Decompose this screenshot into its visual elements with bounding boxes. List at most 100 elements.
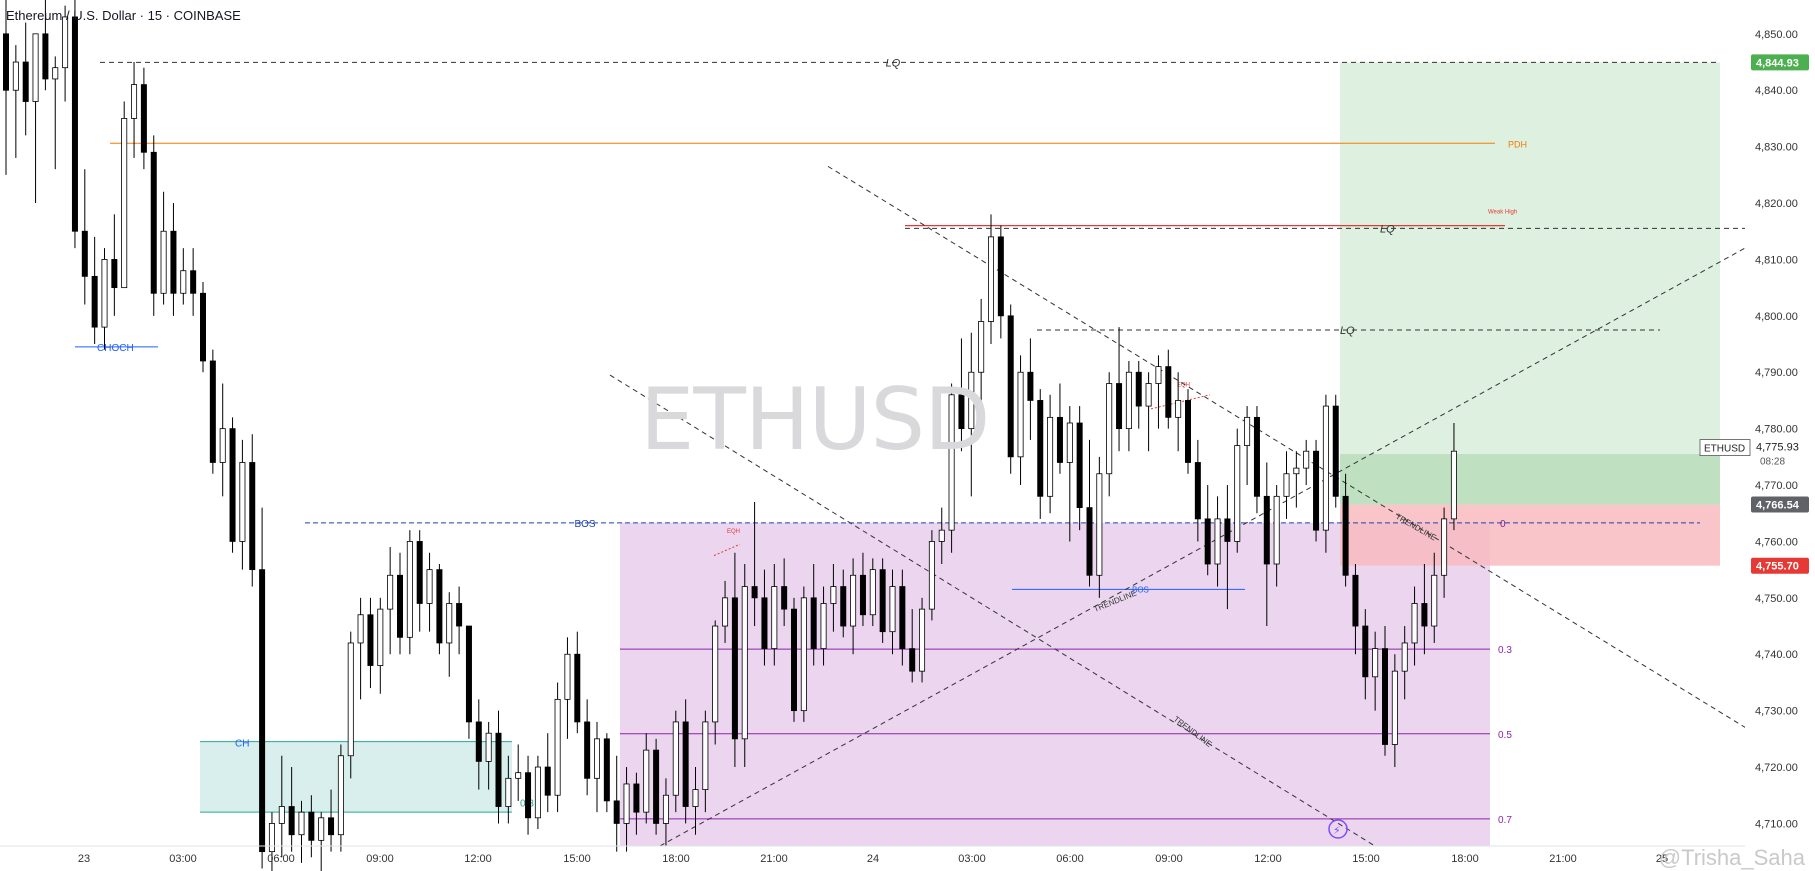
candle-body xyxy=(771,586,778,649)
take-profit-zone xyxy=(1340,62,1720,505)
time-tick-label: 06:00 xyxy=(1056,853,1084,865)
price-tag-label: 4,766.54 xyxy=(1756,500,1800,512)
candle xyxy=(1372,631,1379,711)
candle xyxy=(249,434,256,587)
candle-body xyxy=(603,738,610,802)
price-axis[interactable]: 4,710.00 4,720.00 4,730.00 4,740.00 4,750.00… xyxy=(1699,0,1815,871)
candle xyxy=(810,564,817,666)
candle-body xyxy=(1125,371,1132,430)
candle-body xyxy=(1165,366,1172,418)
candle xyxy=(564,637,571,739)
candle xyxy=(781,558,788,627)
candle-body xyxy=(791,608,798,712)
candle-body xyxy=(298,811,305,836)
candle-body xyxy=(1313,450,1320,531)
candle-body xyxy=(928,541,935,610)
candle-body xyxy=(328,817,335,836)
candle xyxy=(3,0,9,175)
candle-body xyxy=(702,721,709,790)
candle xyxy=(692,767,699,835)
candle xyxy=(1362,609,1369,700)
candle xyxy=(1303,439,1310,486)
candle-body xyxy=(140,84,147,153)
candle-body xyxy=(239,462,246,542)
candle xyxy=(544,733,551,813)
time-tick-label: 09:00 xyxy=(366,853,394,865)
time-axis[interactable]: 23 03:00 06:00 09:00 12:00 15:00 18:00 21:00 24 0… xyxy=(0,845,1745,865)
candle xyxy=(1027,338,1034,440)
candle xyxy=(613,755,620,852)
candle-body xyxy=(731,597,738,740)
candle xyxy=(1175,372,1182,452)
candle xyxy=(919,597,926,683)
candle-body xyxy=(62,16,69,69)
candle-body xyxy=(643,749,650,813)
candle xyxy=(485,721,492,790)
candle-body xyxy=(722,597,729,627)
candle-body xyxy=(1322,405,1329,531)
candle-body xyxy=(219,428,226,463)
candle-body xyxy=(594,738,601,779)
candle-body xyxy=(121,118,128,289)
pdh-label: PDH xyxy=(1508,139,1527,149)
time-tick-label: 18:00 xyxy=(662,853,690,865)
candle xyxy=(1135,360,1142,429)
trendline-descending-2 xyxy=(609,374,1376,847)
candle-body xyxy=(1421,603,1428,627)
author-credit: @Trisha_Saha xyxy=(1658,845,1805,870)
trendline-descending-1 xyxy=(827,165,1751,731)
candle xyxy=(1214,496,1221,587)
candle-body xyxy=(436,569,443,644)
fib-label-3: 0.7 xyxy=(1498,815,1512,826)
candle xyxy=(436,564,443,655)
candle xyxy=(1007,304,1014,474)
candle xyxy=(1204,485,1211,576)
candle xyxy=(948,383,955,553)
candle xyxy=(1382,626,1389,756)
zones-layer xyxy=(200,62,1720,846)
candle-body xyxy=(682,721,689,807)
price-tick-label: 4,720.00 xyxy=(1755,762,1798,774)
candle xyxy=(623,767,630,852)
candle xyxy=(1047,394,1054,514)
candle-body xyxy=(357,614,364,644)
price-tag-gray xyxy=(1751,496,1809,513)
candle xyxy=(367,597,374,689)
time-tick-label: 06:00 xyxy=(267,853,295,865)
candle xyxy=(495,710,502,824)
candle-body xyxy=(347,642,354,757)
candle-body xyxy=(308,811,315,841)
candle-body xyxy=(909,648,916,672)
candle-body xyxy=(1037,400,1044,497)
candle xyxy=(712,620,719,745)
candle-body xyxy=(1332,405,1339,497)
time-tick-label: 18:00 xyxy=(1451,853,1479,865)
candle xyxy=(32,33,39,204)
candle xyxy=(1450,423,1457,531)
candle xyxy=(259,507,266,869)
candle-body xyxy=(288,806,295,836)
candle-body xyxy=(337,755,344,836)
candle-body xyxy=(150,151,157,294)
eqh-label-2: EQH xyxy=(1177,382,1190,388)
candle xyxy=(603,733,610,813)
price-tag-green xyxy=(1751,54,1809,71)
time-tick-label: 03:00 xyxy=(169,853,197,865)
candle-body xyxy=(1175,400,1182,418)
candle xyxy=(1244,406,1251,486)
candle xyxy=(1431,552,1438,643)
candle xyxy=(1441,507,1448,598)
chart-header-title[interactable]: Ethereum / U.S. Dollar · 15 · COINBASE xyxy=(6,8,241,23)
candle xyxy=(525,755,532,835)
candle xyxy=(958,338,965,452)
candle xyxy=(662,778,669,846)
fib-0-label: 0 xyxy=(1500,519,1506,530)
candle-body xyxy=(278,806,285,824)
time-tick-label: 24 xyxy=(867,853,879,865)
candle xyxy=(62,5,69,102)
candle xyxy=(741,564,748,768)
price-axis-bg xyxy=(1745,0,1815,871)
candle xyxy=(190,248,197,316)
candle-body xyxy=(1244,416,1251,446)
